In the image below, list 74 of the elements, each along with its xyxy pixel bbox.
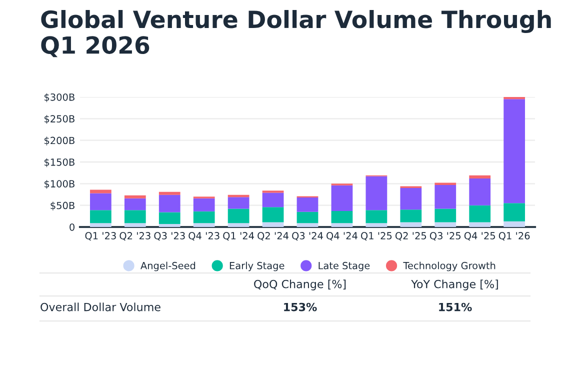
- bar: [158, 192, 180, 195]
- bar: [262, 192, 284, 208]
- y-tick-label: $150B: [44, 158, 74, 168]
- bar: [331, 223, 353, 227]
- x-tick-label: Q2 '23: [120, 232, 150, 240]
- legend-label: Technology Growth: [403, 262, 496, 272]
- x-tick-label: Q3 '23: [154, 232, 185, 240]
- x-tick-label: Q4 '25: [464, 232, 495, 240]
- legend-label: Late Stage: [318, 262, 370, 272]
- bar: [90, 210, 112, 224]
- bar: [469, 175, 491, 178]
- x-tick-label: Q1 '24: [223, 232, 254, 240]
- x-tick-label: Q2 '25: [395, 232, 426, 240]
- x-tick-label: Q1 '25: [361, 232, 392, 240]
- bar: [90, 223, 112, 227]
- bar: [158, 194, 180, 212]
- bar: [296, 198, 318, 212]
- x-tick-label: Q3 '24: [292, 232, 323, 240]
- legend-label: Early Stage: [230, 262, 284, 272]
- bar: [193, 198, 215, 212]
- text: 151%: [439, 302, 472, 312]
- x-tick-label: Q1 '23: [85, 232, 116, 240]
- bar: [331, 185, 353, 211]
- y-tick-label: 0: [70, 223, 74, 231]
- y-tick-label: $50B: [50, 202, 74, 210]
- bar: [124, 195, 146, 198]
- bar: [262, 207, 284, 222]
- bar: [366, 210, 388, 224]
- bar: [262, 222, 284, 227]
- chart-title: Global Venture Dollar Volume Through Q1 2026: [41, 10, 551, 58]
- bar: [124, 210, 146, 224]
- x-tick-label: Q4 '23: [188, 232, 220, 240]
- bar: [366, 176, 388, 210]
- bar: [400, 210, 422, 222]
- text: QoQ Change [%]: [254, 280, 346, 290]
- y-tick-label: $300B: [44, 93, 74, 102]
- bar: [193, 211, 215, 224]
- bar: [434, 184, 456, 209]
- y-tick-label: $100B: [44, 180, 74, 189]
- y-tick-label: $250B: [44, 114, 74, 124]
- x-tick-label: Q2 '24: [258, 232, 288, 240]
- bar: [400, 188, 422, 210]
- bar: [296, 223, 318, 227]
- y-tick-label: $200B: [44, 136, 74, 146]
- text: Overall Dollar Volume: [40, 302, 160, 312]
- bar: [434, 222, 456, 227]
- bar: [400, 222, 422, 227]
- bar: [331, 210, 353, 224]
- bar: [90, 190, 112, 194]
- bar: [469, 178, 491, 206]
- bar: [504, 99, 526, 204]
- bar: [469, 222, 491, 227]
- bar: [124, 223, 146, 227]
- bar: [504, 203, 526, 222]
- bar: [228, 223, 250, 227]
- bar: [504, 221, 526, 227]
- bar: [158, 224, 180, 227]
- bar: [469, 205, 491, 222]
- bar: [434, 208, 456, 222]
- bar: [366, 223, 388, 227]
- bar: [90, 193, 112, 210]
- text: YoY Change [%]: [411, 280, 498, 290]
- bar: [193, 223, 215, 227]
- bar: [296, 212, 318, 224]
- text: 153%: [284, 302, 317, 312]
- bar: [124, 198, 146, 210]
- x-tick-label: Q1 '26: [498, 232, 530, 240]
- bar: [228, 197, 250, 209]
- legend-label: Angel-Seed: [140, 262, 196, 272]
- x-tick-label: Q3 '25: [430, 232, 461, 240]
- bar: [158, 212, 180, 224]
- bar: [228, 208, 250, 224]
- bar: [228, 194, 250, 198]
- x-tick-label: Q4 '24: [326, 232, 358, 240]
